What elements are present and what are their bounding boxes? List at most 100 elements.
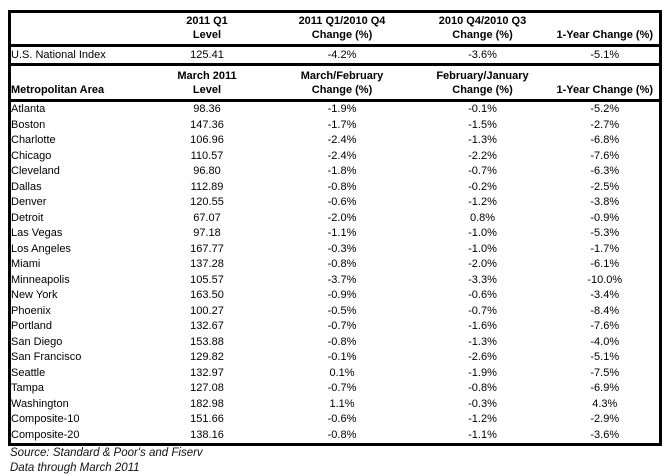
national-prevq-change-cell: -3.6% [414,45,551,66]
level-cell: 167.77 [190,242,224,255]
level-cell: 112.89 [190,180,224,193]
table-row: Cleveland 96.80 -1.8% -0.7% -6.3% [10,164,661,180]
table-row: San Francisco 129.82 -0.1% -2.6% -5.1% [10,350,661,366]
q1-vs-q4-header-cell: 2011 Q1/2010 Q4 Change (%) [269,11,415,47]
level-cell: 105.57 [190,273,224,286]
metro-area-cell: Dallas [11,180,42,193]
metro-area-cell: Las Vegas [11,227,63,239]
feb-jan-header-cell: February/January Change (%) [414,64,551,102]
month-change-cell: -2.0% [327,211,357,224]
table-row: Dallas 112.89 -0.8% -0.2% -2.5% [10,180,661,196]
header-line: Change (%) [311,29,373,41]
prev-month-change-cell: -2.0% [468,258,497,270]
month-change-cell: -0.8% [327,335,357,348]
table-row: Atlanta 98.36 -1.9% -0.1% -5.2% [10,101,661,118]
table-row: Miami 137.28 -0.8% -2.0% -6.1% [10,257,661,273]
one-year-change-cell: -6.9% [590,382,620,394]
prev-month-change-cell: -1.5% [468,118,497,131]
table-row: Washington 182.98 1.1% -0.3% 4.3% [10,397,661,413]
prev-month-change-cell: -1.1% [468,428,497,441]
table-row: Composite-10 151.66 -0.6% -1.2% -2.9% [10,412,661,428]
header-line: 1-Year Change (%) [556,29,654,41]
table-row: San Diego 153.88 -0.8% -1.3% -4.0% [10,335,661,351]
prev-month-change-cell: -3.3% [468,273,497,286]
header-line: 2011 Q1/2010 Q4 [298,15,386,27]
data-through-note: Data through March 2011 [10,461,140,474]
level-cell: 127.08 [190,382,224,394]
metro-area-cell: Portland [11,320,52,332]
header-line: February/January [436,70,529,82]
table-row: Charlotte 106.96 -2.4% -1.3% -6.8% [10,133,661,149]
one-year-change-cell: -2.9% [590,413,620,425]
one-year-change-cell: -10.0% [587,273,623,286]
blank-header-cell [9,11,145,47]
table-row: Portland 132.67 -0.7% -1.6% -7.6% [10,319,661,335]
metro-area-cell: Charlotte [11,134,56,146]
prev-month-change-cell: -1.3% [468,335,497,348]
metro-area-cell: Detroit [11,211,44,224]
table-row: Minneapolis 105.57 -3.7% -3.3% -10.0% [10,273,661,289]
prev-month-change-cell: -0.7% [468,165,497,177]
level-cell: 182.98 [190,397,224,410]
header-line: 2011 Q1 [186,15,228,27]
table-row: Chicago 110.57 -2.4% -2.2% -7.6% [10,149,661,165]
level-cell: 106.96 [190,134,224,146]
national-index-row: U.S. National Index 125.41 -4.2% -3.6% -… [9,45,661,66]
month-change-cell: 1.1% [329,397,355,410]
one-year-change-cell: -5.3% [590,227,620,239]
month-change-cell: -0.6% [327,413,357,425]
prev-month-change-cell: -0.8% [468,382,497,394]
month-change-cell: -0.1% [327,351,357,363]
one-year-change-cell: -3.6% [590,428,620,441]
prev-month-change-cell: -1.6% [468,320,497,332]
table-row: Detroit 67.07 -2.0% 0.8% -0.9% [10,211,661,227]
table-row: Tampa 127.08 -0.7% -0.8% -6.9% [10,381,661,397]
prev-month-change-cell: -0.7% [468,304,497,317]
home-price-index-table: 2011 Q1 Level 2011 Q1/2010 Q4 Change (%)… [8,10,662,446]
one-year-change-cell: -2.5% [590,180,620,193]
q4-vs-q3-header-cell: 2010 Q4/2010 Q3 Change (%) [414,11,551,47]
month-change-cell: -0.7% [327,320,357,332]
one-year-change-cell: -3.4% [590,289,620,301]
march-level-header-cell: March 2011 Level [144,64,270,102]
one-year-change-header-cell: 1-Year Change (%) [550,11,661,47]
month-change-cell: -0.8% [327,428,357,441]
source-note: Source: Standard & Poor's and Fiserv [10,447,203,459]
metro-area-cell: Washington [11,397,69,410]
one-year-change-cell: -4.0% [590,335,620,348]
header-line: 1-Year Change (%) [556,84,654,96]
metro-area-header-cell: Metropolitan Area [9,64,145,102]
march-feb-header-cell: March/February Change (%) [269,64,415,102]
level-cell: 100.27 [190,304,224,317]
metro-area-cell: Denver [11,196,47,208]
one-year-change-cell: -8.4% [590,304,620,317]
metro-area-cell: Seattle [11,366,46,379]
table-row: Las Vegas 97.18 -1.1% -1.0% -5.3% [10,226,661,242]
one-year-change-cell: -7.5% [590,366,620,379]
metro-area-cell: Cleveland [11,165,60,177]
metro-area-cell: Phoenix [11,304,51,317]
table-footnotes: Source: Standard & Poor's and Fiserv Dat… [10,446,203,475]
table-row: Los Angeles 167.77 -0.3% -1.0% -1.7% [10,242,661,258]
level-cell: 137.28 [190,258,224,270]
header-line: 2010 Q4/2010 Q3 [438,15,527,27]
table-row: Composite-20 138.16 -0.8% -1.1% -3.6% [10,428,661,445]
level-cell: 151.66 [190,413,224,425]
month-change-cell: 0.1% [329,366,355,379]
level-cell: 147.36 [190,118,224,131]
table-row: Denver 120.55 -0.6% -1.2% -3.8% [10,195,661,211]
metro-area-cell: Minneapolis [11,273,70,286]
level-cell: 96.80 [193,165,221,177]
one-year-change-cell: -3.8% [590,196,620,208]
metro-header-row: Metropolitan Area March 2011 Level March… [9,64,661,102]
one-year-change-cell: -6.8% [590,134,620,146]
metro-area-cell: Composite-20 [11,428,80,441]
prev-month-change-cell: -1.2% [468,196,497,208]
month-change-cell: -2.4% [327,134,357,146]
home-price-table-wrapper: 2011 Q1 Level 2011 Q1/2010 Q4 Change (%)… [8,10,662,446]
month-change-cell: -0.8% [327,180,357,193]
national-one-year-cell: -5.1% [550,45,661,66]
level-cell: 120.55 [190,196,224,208]
level-cell: 163.50 [190,289,224,301]
